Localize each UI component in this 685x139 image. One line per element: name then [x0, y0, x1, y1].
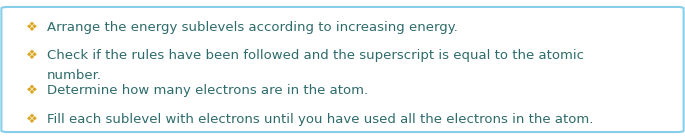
Text: Fill each sublevel with electrons until you have used all the electrons in the a: Fill each sublevel with electrons until …	[47, 113, 593, 126]
Text: number.: number.	[47, 69, 101, 82]
FancyBboxPatch shape	[1, 7, 684, 132]
Text: Arrange the energy sublevels according to increasing energy.: Arrange the energy sublevels according t…	[47, 21, 458, 34]
Text: ❖: ❖	[26, 49, 38, 62]
Text: ❖: ❖	[26, 113, 38, 126]
Text: ❖: ❖	[26, 21, 38, 34]
Text: Determine how many electrons are in the atom.: Determine how many electrons are in the …	[47, 84, 368, 97]
Text: ❖: ❖	[26, 84, 38, 97]
Text: Check if the rules have been followed and the superscript is equal to the atomic: Check if the rules have been followed an…	[47, 49, 584, 62]
